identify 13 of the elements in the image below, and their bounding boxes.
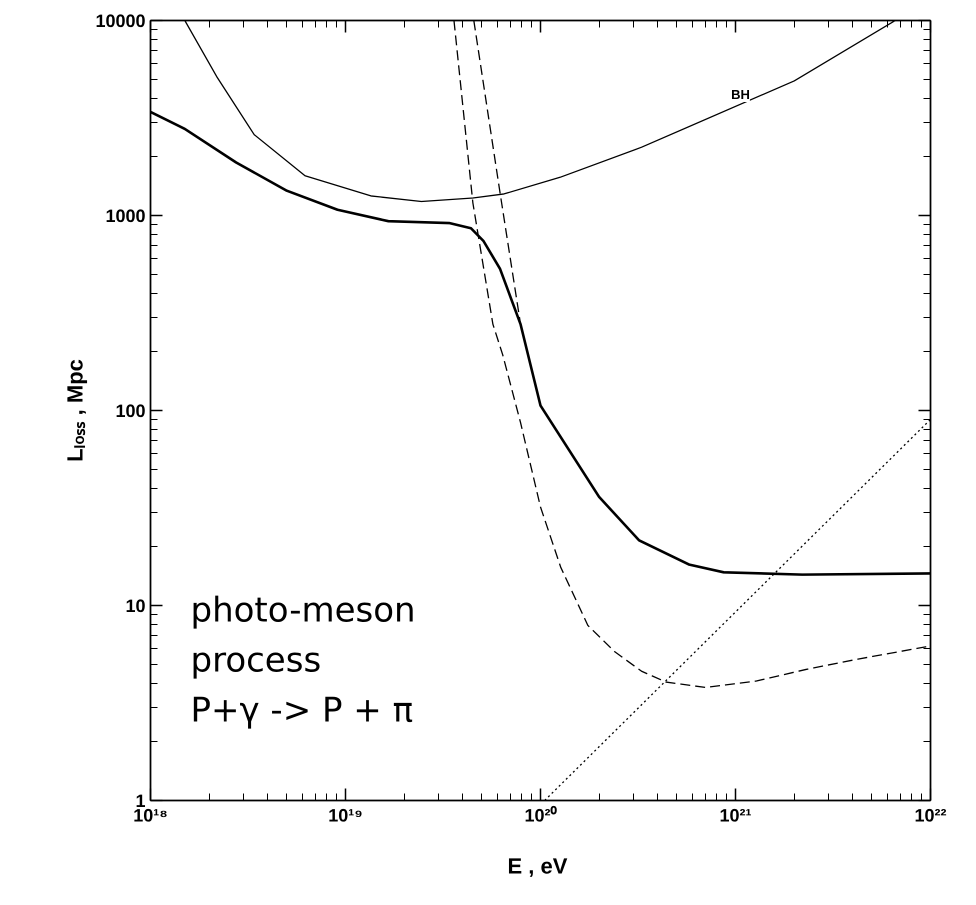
y-tick-label: 1000	[105, 206, 146, 226]
y-tick-label: 10000	[95, 11, 146, 31]
annotation: photo-meson process P+γ -> P + π	[190, 590, 416, 730]
y-tick-label: 10	[125, 596, 146, 616]
x-tick-label: 10¹⁹	[328, 806, 363, 826]
x-tick-label: 10²²	[914, 806, 947, 826]
x-tick-label: 10²¹	[719, 806, 752, 826]
x-axis-title: E , eV	[507, 854, 568, 878]
y-axis-title: Lₗₒₛₛ , Mpc	[62, 359, 88, 462]
y-tick-label: 100	[115, 401, 146, 421]
x-tick-label: 10¹⁸	[133, 806, 168, 826]
x-tick-label: 10²⁰	[524, 806, 558, 826]
annotation: BH	[731, 87, 750, 102]
